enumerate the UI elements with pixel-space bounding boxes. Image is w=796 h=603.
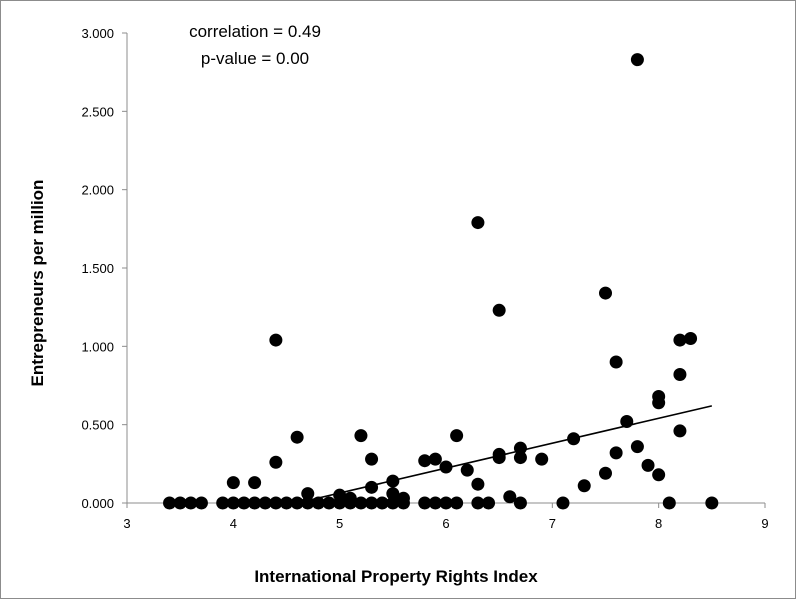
data-point: [173, 496, 187, 510]
data-point: [354, 496, 368, 510]
data-point: [471, 477, 485, 491]
data-point: [322, 496, 336, 510]
data-point: [258, 496, 272, 510]
correlation-annotation: correlation = 0.49: [189, 22, 321, 41]
x-tick-label: 7: [549, 516, 556, 531]
x-tick-label: 6: [442, 516, 449, 531]
data-point: [513, 451, 527, 465]
data-point: [652, 468, 666, 482]
data-point: [311, 496, 325, 510]
data-point: [386, 487, 400, 501]
data-point: [269, 496, 283, 510]
data-point: [450, 429, 464, 443]
y-tick-label: 1.500: [81, 261, 114, 276]
data-point: [599, 286, 612, 300]
data-point: [673, 333, 687, 347]
data-point: [269, 455, 283, 469]
data-point: [492, 303, 506, 317]
data-point: [428, 452, 442, 466]
x-tick-label: 9: [761, 516, 768, 531]
data-point: [269, 333, 283, 347]
data-point: [226, 496, 240, 510]
data-point: [418, 496, 432, 510]
data-point: [301, 487, 315, 501]
data-point: [439, 496, 453, 510]
data-point: [248, 476, 262, 490]
data-points: [163, 53, 719, 510]
data-point: [365, 496, 379, 510]
data-point: [439, 460, 453, 474]
y-axis-title: Entrepreneurs per million: [28, 180, 47, 387]
data-point: [450, 496, 464, 510]
x-tick-label: 4: [230, 516, 237, 531]
data-point: [609, 446, 623, 460]
y-axis-ticks: 0.000 0.500 1.000 1.500 2.000 2.500 3.000: [81, 26, 127, 511]
p-value-annotation: p-value = 0.00: [201, 49, 309, 68]
data-point: [492, 451, 506, 465]
data-point: [418, 454, 432, 468]
data-point: [535, 452, 549, 466]
data-point: [365, 452, 379, 466]
data-point: [280, 496, 293, 510]
data-point: [354, 429, 368, 443]
data-point: [396, 491, 410, 505]
x-tick-label: 3: [123, 516, 130, 531]
data-point: [513, 496, 527, 510]
data-point: [216, 496, 230, 510]
y-tick-label: 3.000: [81, 26, 114, 41]
data-point: [460, 463, 474, 477]
data-point: [428, 496, 442, 510]
trendline: [296, 405, 713, 504]
data-point: [248, 496, 262, 510]
data-point: [673, 424, 687, 438]
y-tick-label: 0.000: [81, 496, 114, 511]
data-point: [652, 396, 666, 410]
data-point: [673, 368, 687, 382]
data-point: [290, 430, 304, 444]
data-point: [630, 440, 644, 454]
data-point: [705, 496, 719, 510]
data-point: [599, 466, 612, 480]
data-point: [375, 496, 389, 510]
data-point: [237, 496, 251, 510]
y-tick-label: 1.000: [81, 339, 114, 354]
data-point: [194, 496, 208, 510]
y-tick-label: 2.500: [81, 104, 114, 119]
data-point: [630, 53, 644, 67]
data-point: [163, 496, 177, 510]
data-point: [482, 496, 496, 510]
data-point: [471, 216, 485, 230]
y-tick-label: 2.000: [81, 183, 114, 198]
data-point: [503, 490, 517, 504]
data-point: [641, 458, 655, 472]
data-point: [184, 496, 198, 510]
plot-area: 3 4 5 6 7 8 9 0.000 0.500 1.000 1.500 2.000 2.500 3.…: [81, 26, 768, 531]
data-point: [471, 496, 485, 510]
y-tick-label: 0.500: [81, 418, 114, 433]
data-point: [226, 476, 240, 490]
data-point: [556, 496, 570, 510]
x-tick-label: 5: [336, 516, 343, 531]
x-tick-label: 8: [655, 516, 662, 531]
data-point: [609, 355, 623, 369]
data-point: [386, 496, 400, 510]
data-point: [343, 491, 357, 505]
data-point: [684, 332, 698, 345]
data-point: [577, 479, 591, 493]
data-point: [662, 496, 676, 510]
x-axis-title: International Property Rights Index: [254, 567, 538, 586]
